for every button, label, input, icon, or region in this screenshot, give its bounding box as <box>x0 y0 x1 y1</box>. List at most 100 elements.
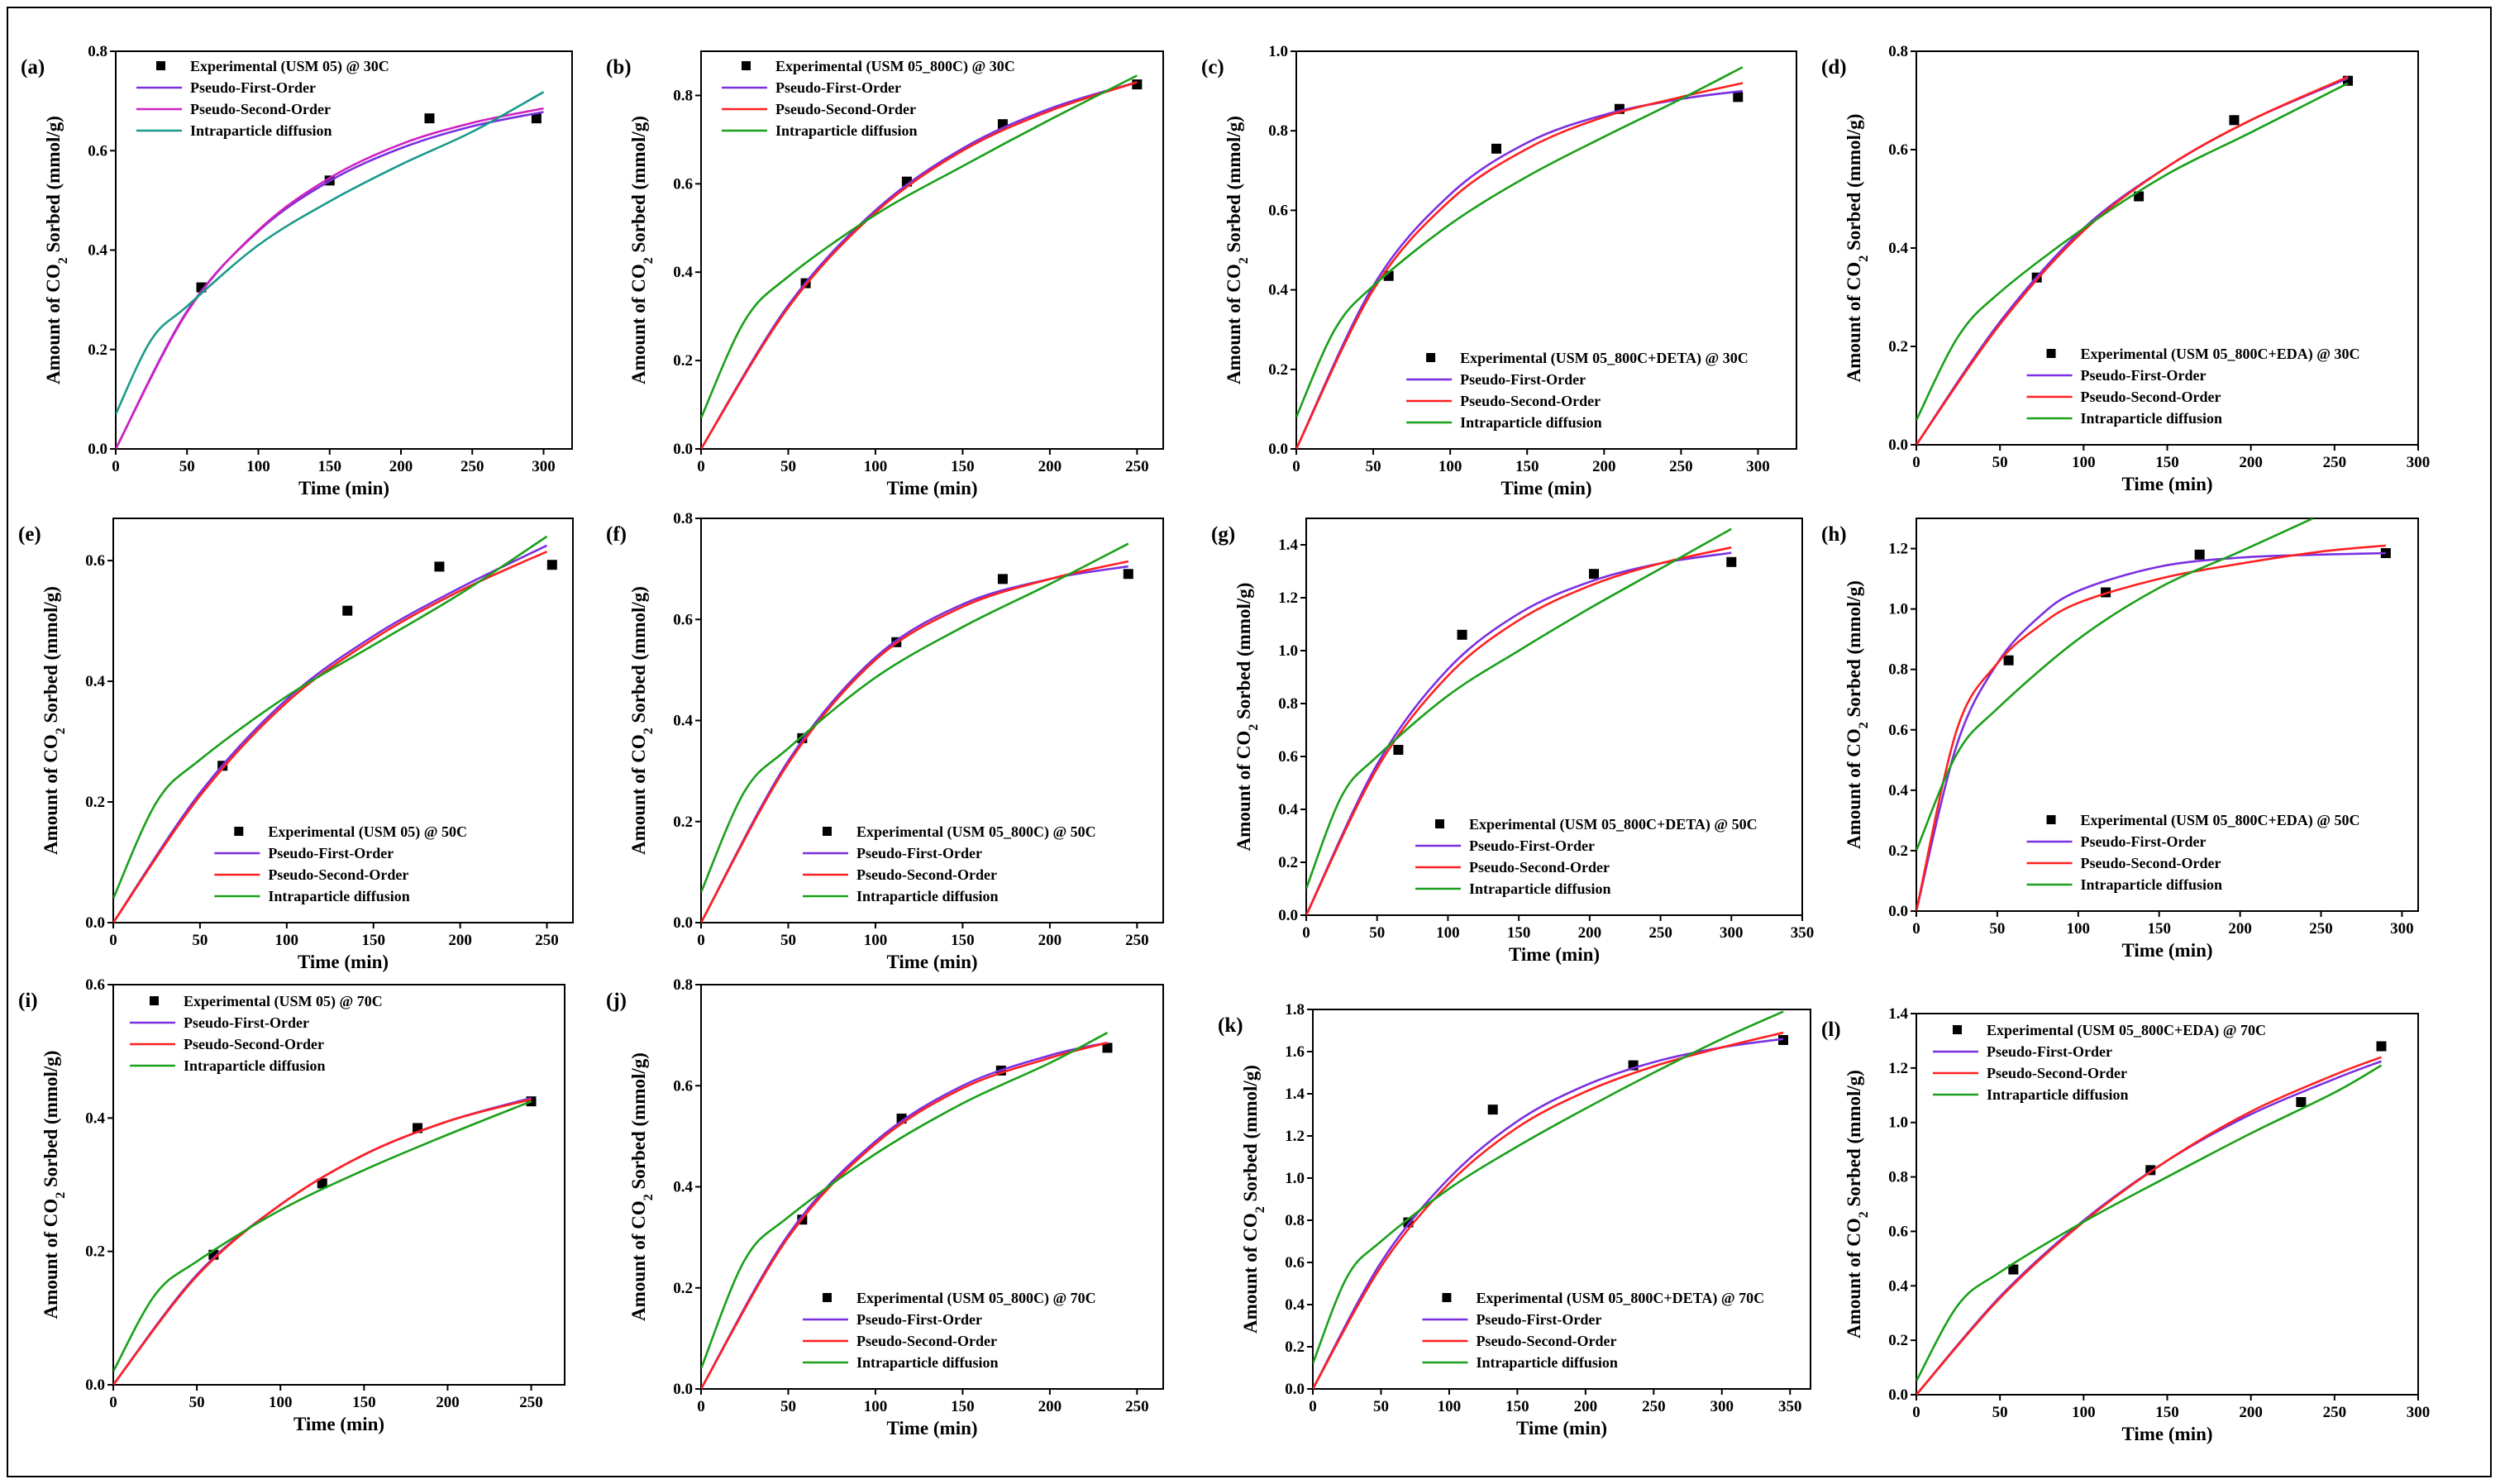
x-tick-label: 350 <box>1791 924 1815 942</box>
legend-label: Pseudo-Second-Order <box>2081 855 2221 871</box>
legend-label: Intraparticle diffusion <box>1476 1354 1618 1371</box>
y-tick-label: 1.4 <box>1285 1086 1305 1103</box>
data-point <box>546 560 557 570</box>
data-point <box>1491 143 1501 154</box>
y-tick-label: 0.2 <box>1888 842 1908 860</box>
data-point <box>1457 629 1467 640</box>
y-tick-label: 0.4 <box>1278 801 1298 818</box>
y-axis-label: Amount of CO2 Sorbed (mmol/g) <box>43 116 70 384</box>
y-tick-label: 0.0 <box>673 441 693 458</box>
x-tick-label: 100 <box>269 1394 293 1411</box>
legend-label: Experimental (USM 05_800C+DETA) @ 50C <box>1469 816 1758 833</box>
y-tick-label: 0.6 <box>85 552 105 570</box>
x-tick-label: 300 <box>2390 920 2414 938</box>
y-tick-label: 0.2 <box>673 1280 693 1297</box>
panel-g: 0 50 100 150 200 250 300 350 0.0 0.2 0.4 0.6 0.8 1.0 1… <box>1211 518 1814 965</box>
x-tick-label: 0 <box>1309 1398 1317 1415</box>
x-tick-label: 250 <box>535 932 559 949</box>
x-tick-label: 100 <box>2072 454 2096 471</box>
data-point <box>2296 1097 2307 1108</box>
x-tick-label: 100 <box>864 458 888 475</box>
x-tick-label: 250 <box>2323 454 2347 471</box>
legend-label: Pseudo-First-Order <box>268 845 394 861</box>
x-tick-label: 100 <box>864 1398 888 1415</box>
y-tick-label: 0.8 <box>1888 43 1908 60</box>
panel-label: (h) <box>1821 523 1847 546</box>
series-line-ipd <box>116 91 545 415</box>
plot-frame <box>1305 518 1803 916</box>
panel-label: (k) <box>1218 1014 1243 1037</box>
x-tick-label: 100 <box>1438 1398 1462 1415</box>
y-tick-label: 0.0 <box>673 914 693 932</box>
series-line-pso <box>113 1098 532 1385</box>
y-tick-label: 1.2 <box>1285 1128 1305 1145</box>
plot-frame <box>1916 50 2419 446</box>
y-tick-label: 1.0 <box>1278 642 1298 660</box>
series-group <box>1296 66 1744 449</box>
data-point <box>1393 745 1404 755</box>
series-line-pso <box>1306 546 1732 915</box>
series-line-pfo <box>701 81 1138 449</box>
panel-c: 0 50 100 150 200 250 300 0.0 0.2 0.4 0.6 0.8 1.0 Time… <box>1201 43 1797 499</box>
x-tick-label: 300 <box>1710 1398 1734 1415</box>
legend-label: Intraparticle diffusion <box>268 888 410 904</box>
y-tick-label: 0.2 <box>1278 854 1298 871</box>
data-point <box>1614 103 1625 114</box>
y-tick-label: 1.0 <box>1268 43 1288 60</box>
series-line-pso <box>701 1042 1108 1389</box>
x-tick-label: 50 <box>1992 1404 2008 1421</box>
series-line-ipd <box>1916 1064 2383 1382</box>
data-point <box>317 1178 327 1189</box>
x-tick-label: 50 <box>780 1398 796 1415</box>
series-line-pso <box>116 107 544 449</box>
x-tick-label: 300 <box>1746 458 1770 475</box>
data-point <box>2008 1264 2019 1275</box>
x-tick-label: 250 <box>519 1394 543 1411</box>
y-tick-label: 1.6 <box>1285 1043 1305 1061</box>
y-tick-label: 0.6 <box>673 175 693 193</box>
x-tick-label: 300 <box>2407 1404 2431 1421</box>
x-tick-label: 0 <box>1912 454 1920 471</box>
legend-label: Pseudo-Second-Order <box>2081 389 2221 405</box>
panel-label: (f) <box>606 523 627 546</box>
y-tick-label: 1.8 <box>1285 1001 1305 1019</box>
x-tick-label: 0 <box>1302 924 1310 942</box>
y-tick-label: 0.4 <box>1268 282 1288 299</box>
data-point <box>1726 556 1737 567</box>
y-axis-label: Amount of CO2 Sorbed (mmol/g) <box>628 116 656 384</box>
series-line-pfo <box>113 1096 532 1385</box>
data-point <box>424 113 435 124</box>
legend-label: Intraparticle diffusion <box>190 122 332 139</box>
legend-label: Pseudo-Second-Order <box>1460 393 1601 409</box>
y-tick-label: 0.0 <box>1278 907 1298 924</box>
x-tick-label: 150 <box>951 932 975 949</box>
y-tick-label: 1.2 <box>1888 1060 1908 1077</box>
series-line-pso <box>1313 1031 1784 1389</box>
legend-label: Intraparticle diffusion <box>775 122 918 139</box>
data-point <box>1102 1043 1113 1053</box>
y-tick-label: 1.2 <box>1888 541 1908 558</box>
plot-frame <box>1295 50 1797 450</box>
series-line-pfo <box>1313 1038 1784 1389</box>
y-tick-label: 0.4 <box>1285 1296 1305 1314</box>
data-point <box>2194 549 2205 560</box>
data-point <box>208 1249 219 1260</box>
legend-label: Experimental (USM 05_800C+DETA) @ 70C <box>1476 1290 1764 1307</box>
x-tick-label: 150 <box>951 458 975 475</box>
legend: Experimental (USM 05) @ 50C Pseudo-First-… <box>214 823 467 904</box>
y-axis-label: Amount of CO2 Sorbed (mmol/g) <box>1844 580 1871 849</box>
panel-e: 0 50 100 150 200 250 0.0 0.2 0.4 0.6 Time (min) Amo… <box>18 518 574 972</box>
panel-label: (g) <box>1211 523 1235 546</box>
x-tick-label: 250 <box>1125 932 1149 949</box>
legend: Experimental (USM 05_800C) @ 30C Pseudo-F… <box>722 58 1015 139</box>
x-tick-label: 200 <box>448 932 472 949</box>
series-line-pso <box>701 81 1138 449</box>
x-tick-label: 250 <box>1125 458 1149 475</box>
legend-marker <box>822 827 832 836</box>
y-axis-label: Amount of CO2 Sorbed (mmol/g) <box>41 1051 68 1319</box>
legend: Experimental (USM 05_800C+DETA) @ 50C Pse… <box>1415 816 1758 897</box>
y-tick-label: 0.6 <box>1888 141 1908 159</box>
x-tick-label: 250 <box>460 458 484 475</box>
x-axis-label: Time (min) <box>1516 1418 1607 1439</box>
